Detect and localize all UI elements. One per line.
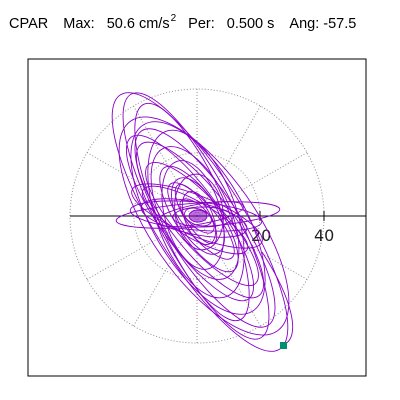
grid-spoke — [196, 215, 261, 327]
angle-label: Ang: — [289, 16, 320, 32]
trace-loop — [141, 185, 249, 255]
max-unit: cm/s — [138, 16, 170, 32]
trace-loop — [118, 116, 290, 336]
trace-loop — [179, 198, 215, 234]
period-value: 0.500 s — [226, 16, 275, 32]
max-value: 50.6 — [106, 16, 135, 32]
trace-tail — [261, 251, 294, 346]
plot-frame — [27, 58, 367, 377]
trace-loop — [125, 134, 255, 302]
period-label: Per: — [188, 16, 215, 32]
trace-loop — [122, 92, 270, 340]
trace-loop — [167, 182, 235, 260]
trace-loop — [134, 128, 276, 328]
trace-loop — [172, 206, 234, 228]
max-unit-exponent: 2 — [170, 13, 177, 24]
grid-spoke — [133, 215, 198, 327]
trace-loop — [111, 92, 289, 352]
plot-header: CPAR Max: 50.6 cm/s2 Per: 0.500 s Ang: -… — [9, 13, 357, 36]
trace-loop — [131, 183, 263, 249]
angle-value: -57.5 — [323, 16, 357, 32]
grid-spoke — [196, 105, 261, 217]
trace-loop — [184, 207, 212, 227]
max-label: Max: — [63, 16, 95, 32]
trace-core — [188, 209, 208, 223]
trace-loop — [147, 129, 245, 299]
tick-label-40: 40 — [314, 226, 334, 245]
end-marker — [280, 342, 287, 349]
motion-trace — [111, 92, 294, 352]
trace-loop — [130, 121, 266, 315]
trace-loop — [171, 177, 225, 255]
station-code: CPAR — [9, 16, 49, 32]
